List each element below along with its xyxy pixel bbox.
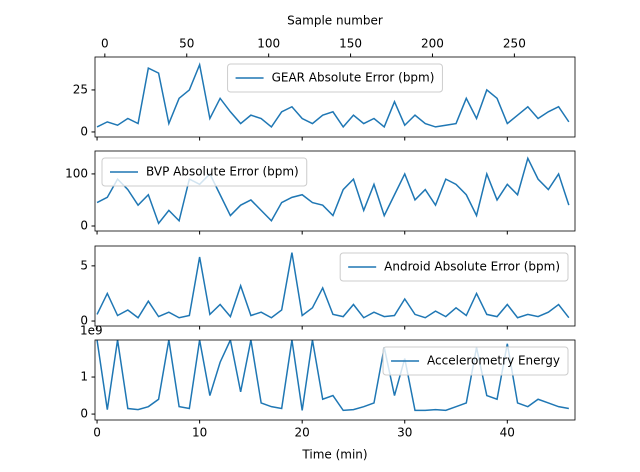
- axes-frame: [94, 150, 576, 232]
- x2-tick-label: 0: [101, 37, 109, 51]
- x-tick-label: 20: [295, 426, 310, 440]
- x-tick-label: 40: [500, 426, 515, 440]
- y-tick-label: 5: [80, 258, 88, 272]
- x2-tick-label: 200: [421, 37, 444, 51]
- y-tick-label: 0: [80, 124, 88, 138]
- legend-label: GEAR Absolute Error (bpm): [272, 71, 435, 85]
- legend: Android Absolute Error (bpm): [339, 252, 569, 282]
- x2-tick-label: 250: [503, 37, 526, 51]
- legend-label: Android Absolute Error (bpm): [384, 260, 560, 274]
- y-tick-label: 25: [73, 82, 88, 96]
- legend: Accelerometry Energy: [382, 346, 569, 376]
- legend-label: Accelerometry Energy: [427, 354, 560, 368]
- x-tick-label: 0: [93, 426, 101, 440]
- legend-box: [382, 346, 569, 376]
- x2-tick-label: 100: [257, 37, 280, 51]
- x2-tick-label: 150: [339, 37, 362, 51]
- x2-axis-label: Sample number: [287, 14, 383, 28]
- legend: GEAR Absolute Error (bpm): [227, 63, 443, 93]
- data-line: [96, 340, 569, 412]
- y-tick-label: 1: [80, 370, 88, 384]
- legend-box: [101, 157, 308, 187]
- axes-frame: [94, 339, 576, 421]
- legend-label: BVP Absolute Error (bpm): [146, 165, 299, 179]
- legend-box: [339, 252, 569, 282]
- offset-text: 1e9: [80, 324, 103, 338]
- legend: BVP Absolute Error (bpm): [101, 157, 308, 187]
- y-tick-label: 100: [65, 166, 88, 180]
- data-line: [96, 252, 570, 319]
- y-tick-label: 0: [80, 219, 88, 233]
- panel: 0 100 BVP Absolute Error (bpm): [65, 150, 576, 235]
- y-tick-label: 0: [80, 407, 88, 421]
- legend-box: [227, 63, 443, 93]
- x2-tick-label: 50: [179, 37, 194, 51]
- x-axis-label: Time (min): [301, 448, 367, 462]
- x-tick-label: 30: [397, 426, 412, 440]
- axes-frame: [94, 56, 576, 138]
- data-line: [96, 62, 570, 129]
- y-tick-label: 0: [80, 314, 88, 328]
- panel: 0 5 Android Absolute Error (bpm): [80, 245, 576, 330]
- data-line: [96, 156, 570, 225]
- axes-frame: [94, 245, 576, 327]
- x-tick-label: 10: [192, 426, 207, 440]
